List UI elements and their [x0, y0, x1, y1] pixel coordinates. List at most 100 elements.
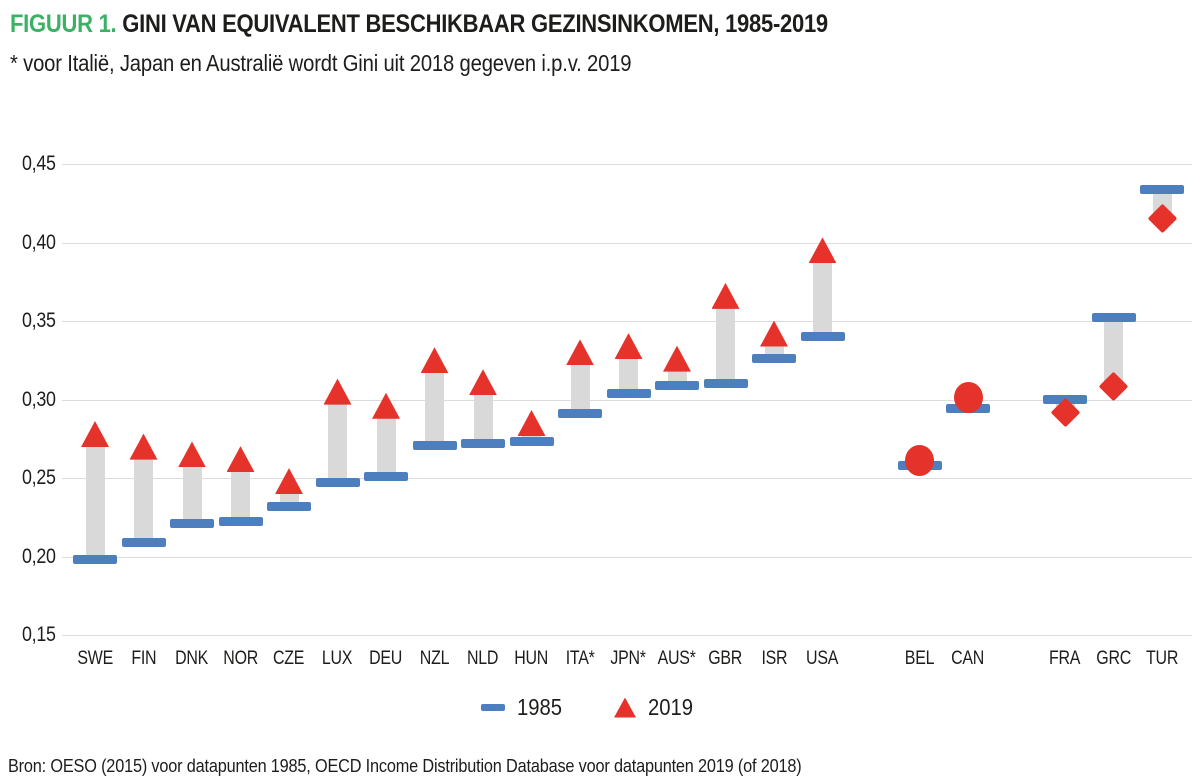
gridline-0,30	[62, 399, 1192, 401]
gini-2019-triangle-NOR	[226, 446, 255, 473]
y-axis-tick-label: 0,20	[22, 544, 56, 568]
change-connector-DNK	[182, 466, 202, 524]
gini-1985-marker-NOR	[218, 517, 263, 527]
gini-2019-triangle-DEU	[372, 392, 400, 419]
change-connector-ITA*	[570, 364, 590, 414]
gini-1985-marker-ITA*	[558, 409, 602, 419]
x-axis-label-HUN: HUN	[514, 648, 549, 669]
change-connector-SWE	[85, 446, 105, 560]
y-axis-tick-label: 0,15	[22, 623, 56, 646]
x-axis-label-CAN: CAN	[951, 648, 985, 669]
x-axis-label-NZL: NZL	[419, 648, 450, 669]
gini-2019-triangle-AUS*	[663, 345, 691, 372]
x-axis-label-GBR: GBR	[708, 648, 743, 669]
gini-2019-triangle-ITA*	[566, 339, 594, 366]
change-connector-NLD	[473, 394, 493, 444]
gini-1985-marker-GRC	[1091, 313, 1136, 323]
legend-label-2019: 2019	[648, 694, 694, 720]
gridline-0,15	[62, 635, 1192, 636]
change-connector-DEU	[376, 417, 396, 477]
change-connector-USA	[813, 262, 832, 337]
gini-2019-circle-CAN	[953, 382, 983, 414]
chart-legend: 1985 2019	[0, 694, 1180, 721]
gini-1985-marker-FIN	[121, 537, 166, 547]
x-axis-label-JPN*: JPN*	[610, 648, 647, 669]
gridline-0,25	[62, 478, 1192, 479]
gini-2019-triangle-LUX	[323, 378, 352, 405]
figure-subtitle-text: * voor Italië, Japan en Australië wordt …	[10, 50, 632, 76]
gini-2019-triangle-DNK	[178, 441, 206, 468]
gini-1985-marker-LUX	[315, 478, 360, 488]
x-axis-label-DEU: DEU	[369, 648, 403, 669]
change-connector-NOR	[231, 471, 250, 522]
gridline-0,20	[62, 556, 1192, 558]
figure-subtitle: * voor Italië, Japan en Australië wordt …	[10, 50, 716, 77]
x-axis-label-TUR: TUR	[1145, 648, 1179, 669]
legend-item-1985: 1985	[480, 694, 568, 721]
change-connector-JPN*	[619, 358, 638, 394]
gini-1985-marker-JPN*	[606, 388, 651, 398]
x-axis-label-BEL: BEL	[904, 648, 935, 669]
gini-1985-marker-AUS*	[655, 380, 699, 390]
y-axis-tick-label: 0,25	[22, 466, 56, 489]
gini-2019-triangle-FIN	[129, 433, 158, 460]
gini-1985-marker-USA	[800, 332, 845, 342]
gini-2019-triangle-SWE	[81, 421, 109, 448]
x-axis-label-GRC: GRC	[1096, 648, 1131, 669]
y-axis-tick-label: 0,40	[22, 230, 56, 254]
gridline-0,40	[62, 242, 1192, 244]
x-axis-label-LUX: LUX	[322, 648, 353, 669]
gini-1985-marker-NZL	[412, 440, 457, 450]
x-axis-label-CZE: CZE	[273, 648, 305, 669]
gini-2019-triangle-USA	[808, 237, 837, 264]
change-connector-FIN	[134, 458, 153, 543]
triangle-2019-icon	[614, 697, 636, 718]
gini-2019-triangle-NLD	[469, 369, 497, 396]
x-axis-label-ITA*: ITA*	[565, 648, 595, 669]
dash-1985-icon	[480, 704, 505, 711]
gini-1985-marker-DNK	[170, 519, 214, 529]
x-axis-label-DNK: DNK	[175, 648, 209, 669]
figure-title-text: GINI VAN EQUIVALENT BESCHIKBAAR GEZINSIN…	[116, 10, 828, 38]
gini-1985-marker-TUR	[1140, 184, 1184, 194]
x-axis-label-SWE: SWE	[77, 648, 113, 669]
x-axis-label-USA: USA	[806, 648, 839, 669]
y-axis-tick-label: 0,45	[22, 152, 56, 175]
y-axis-tick-label: 0,30	[22, 387, 56, 411]
change-connector-GRC	[1104, 317, 1123, 387]
x-axis-label-AUS*: AUS*	[657, 648, 697, 669]
figure-title: FIGUUR 1. GINI VAN EQUIVALENT BESCHIKBAA…	[10, 10, 1190, 38]
source-note-text: Bron: OESO (2015) voor datapunten 1985, …	[8, 755, 802, 776]
gini-1985-marker-GBR	[703, 379, 748, 389]
figure-header: FIGUUR 1. GINI VAN EQUIVALENT BESCHIKBAA…	[10, 10, 1190, 38]
legend-item-2019: 2019	[614, 694, 699, 721]
x-axis-label-NLD: NLD	[467, 648, 499, 669]
gini-2019-triangle-HUN	[517, 410, 546, 437]
gini-1985-marker-NLD	[461, 438, 505, 448]
gini-1985-marker-ISR	[752, 354, 796, 364]
gridline-0,35	[62, 321, 1192, 322]
x-axis-label-ISR: ISR	[761, 648, 787, 669]
source-note: Bron: OESO (2015) voor datapunten 1985, …	[8, 755, 910, 777]
figure-number-label: FIGUUR 1.	[10, 10, 117, 38]
gini-2019-triangle-NZL	[420, 347, 449, 374]
gridline-0,45	[62, 164, 1192, 165]
change-connector-GBR	[716, 307, 735, 384]
gini-1985-marker-DEU	[364, 471, 408, 481]
x-axis-label-FRA: FRA	[1049, 648, 1081, 669]
gini-1985-marker-CZE	[267, 501, 311, 511]
gini-2019-triangle-GBR	[711, 282, 740, 309]
change-connector-LUX	[328, 403, 347, 483]
y-axis-tick-label: 0,35	[22, 309, 56, 332]
gini-2019-triangle-JPN*	[614, 333, 643, 360]
gini-2019-circle-BEL	[905, 445, 934, 477]
x-axis-label-FIN: FIN	[131, 648, 156, 669]
x-axis-label-NOR: NOR	[223, 648, 258, 669]
change-connector-NZL	[425, 372, 444, 446]
legend-label-1985: 1985	[516, 694, 562, 720]
gini-2019-triangle-ISR	[760, 320, 788, 347]
gini-1985-marker-HUN	[509, 437, 554, 447]
gini-2019-triangle-CZE	[275, 468, 303, 495]
